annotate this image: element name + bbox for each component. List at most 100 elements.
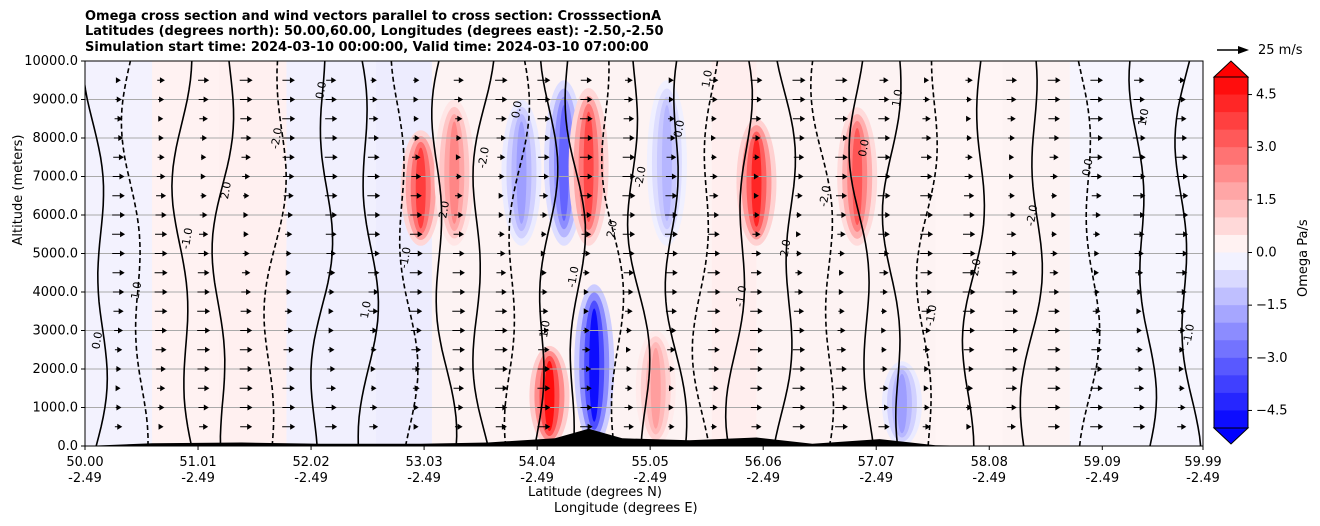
wind-vector bbox=[666, 327, 677, 334]
omega-feature bbox=[449, 121, 460, 224]
wind-vector bbox=[1090, 96, 1104, 103]
wind-vector bbox=[197, 269, 210, 276]
wind-vector bbox=[112, 212, 126, 218]
wind-vector bbox=[115, 385, 121, 392]
y-tick-label: 8000.0 bbox=[33, 131, 79, 146]
wind-vector bbox=[328, 327, 334, 334]
y-tick-label: 6000.0 bbox=[33, 208, 79, 223]
wind-vector bbox=[1006, 96, 1017, 103]
wind-vector bbox=[1090, 154, 1103, 161]
wind-vector bbox=[1006, 231, 1017, 238]
wind-vector bbox=[880, 366, 888, 372]
wind-vector bbox=[453, 250, 465, 257]
wind-vector bbox=[495, 77, 508, 84]
wind-vector bbox=[580, 404, 593, 411]
wind-vector bbox=[1133, 115, 1146, 122]
wind-vector bbox=[453, 385, 465, 392]
x-tick-label-lat: 52.02 bbox=[292, 455, 329, 470]
colorbar-segment bbox=[1214, 252, 1248, 271]
omega-feature bbox=[589, 308, 600, 422]
wind-vector bbox=[370, 327, 378, 334]
wind-vector bbox=[498, 212, 504, 218]
wind-vector bbox=[411, 346, 422, 353]
wind-vector bbox=[1175, 173, 1189, 180]
colorbar-segment bbox=[1214, 375, 1248, 394]
wind-vector bbox=[624, 404, 634, 411]
wind-vector bbox=[410, 327, 422, 334]
wind-vector bbox=[962, 231, 976, 238]
wind-vector bbox=[1048, 115, 1060, 122]
wind-vector bbox=[879, 385, 889, 392]
omega-feature bbox=[896, 374, 907, 434]
wind-vector bbox=[285, 289, 292, 295]
wind-vector bbox=[922, 115, 931, 122]
wind-vector bbox=[240, 115, 253, 122]
wind-vector bbox=[198, 250, 209, 257]
contour-label: -2.0 bbox=[817, 184, 834, 207]
y-tick-label: 1000.0 bbox=[33, 401, 79, 416]
colorbar-segment bbox=[1214, 217, 1248, 236]
wind-vector bbox=[455, 115, 463, 122]
wind-vector bbox=[367, 212, 381, 218]
wind-vector bbox=[1177, 404, 1186, 411]
wind-vector bbox=[751, 250, 762, 257]
contour-label: -2.0 bbox=[632, 165, 649, 188]
y-tick-label: 0.0 bbox=[57, 439, 78, 454]
wind-vector bbox=[792, 346, 806, 353]
wind-vector bbox=[877, 154, 891, 161]
wind-vector bbox=[540, 269, 547, 276]
wind-vector bbox=[198, 404, 209, 411]
wind-vector bbox=[1005, 385, 1018, 392]
wind-vector bbox=[538, 173, 549, 180]
wind-vector bbox=[409, 250, 423, 257]
wind-vector bbox=[496, 135, 507, 141]
wind-vector bbox=[324, 192, 338, 199]
wind-vector bbox=[623, 269, 635, 276]
terrain bbox=[85, 428, 1203, 446]
colorbar-segment bbox=[1214, 147, 1248, 166]
wind-vector bbox=[707, 269, 721, 276]
wind-vector bbox=[197, 289, 210, 295]
contour-line bbox=[1019, 61, 1044, 446]
contour-label: -1.0 bbox=[397, 246, 414, 269]
wind-vector bbox=[879, 404, 890, 411]
colorbar-tick-label: −1.5 bbox=[1256, 298, 1288, 313]
wind-vector bbox=[324, 135, 338, 141]
wind-vector bbox=[367, 173, 380, 180]
wind-vector bbox=[665, 192, 678, 199]
colorbar-segment bbox=[1214, 270, 1248, 289]
wind-vector bbox=[452, 308, 466, 315]
contour-label: -2.0 bbox=[1024, 204, 1041, 227]
wind-vector bbox=[497, 231, 505, 238]
wind-vector bbox=[1047, 346, 1061, 353]
wind-vector bbox=[454, 192, 463, 199]
wind-vector bbox=[1178, 77, 1186, 84]
colorbar-tick-label: 4.5 bbox=[1256, 88, 1277, 103]
wind-vector bbox=[413, 115, 419, 122]
wind-vector bbox=[156, 173, 166, 180]
contour-label: 0.0 bbox=[1080, 158, 1096, 177]
wind-vector bbox=[878, 231, 890, 238]
wind-vector bbox=[197, 366, 210, 372]
wind-vector bbox=[1048, 327, 1061, 334]
wind-vector bbox=[282, 404, 296, 411]
wind-vector bbox=[1175, 250, 1188, 257]
wind-vector bbox=[156, 192, 167, 199]
wind-vector bbox=[495, 96, 508, 103]
wind-vector bbox=[751, 269, 762, 276]
wind-vector bbox=[198, 77, 210, 84]
wind-vector bbox=[793, 135, 805, 141]
wind-vector bbox=[923, 366, 930, 372]
chart-title-line-2: Latitudes (degrees north): 50.00,60.00, … bbox=[85, 24, 664, 39]
wind-vector bbox=[327, 289, 335, 295]
wind-vector bbox=[413, 404, 419, 411]
wind-vector bbox=[1177, 423, 1187, 430]
wind-vector bbox=[538, 154, 550, 161]
wind-vector bbox=[707, 250, 721, 257]
contour-line bbox=[691, 61, 719, 446]
omega-feature bbox=[583, 111, 594, 223]
wind-vector bbox=[1051, 212, 1057, 218]
colorbar-segment bbox=[1214, 322, 1248, 341]
wind-vector bbox=[792, 115, 806, 122]
wind-vector bbox=[453, 77, 464, 84]
